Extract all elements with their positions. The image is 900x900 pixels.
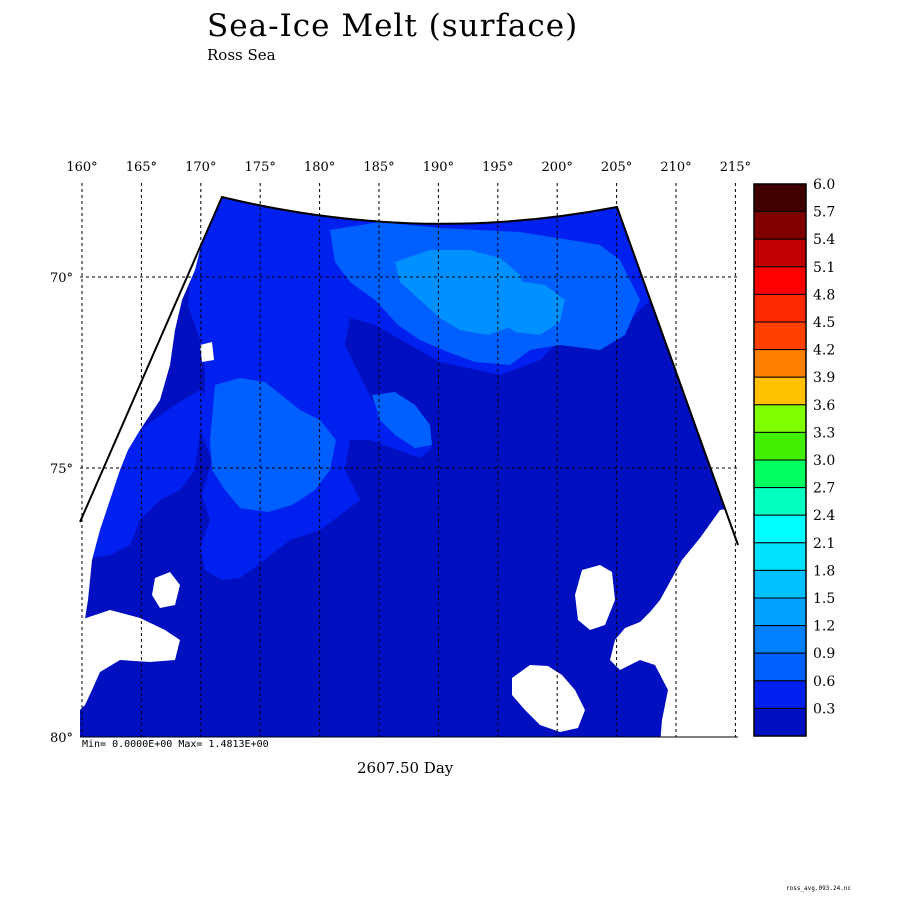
colorbar-frame xyxy=(753,183,807,737)
colorbar-tick-label: 5.1 xyxy=(813,260,835,276)
colorbar-swatch xyxy=(753,597,807,627)
colorbar-tick-label: 1.8 xyxy=(813,563,835,579)
colorbar-swatch xyxy=(753,542,807,571)
colorbar-swatch xyxy=(753,625,807,654)
colorbar-swatch xyxy=(753,266,807,295)
colorbar-tick-label: 3.9 xyxy=(813,370,835,386)
colorbar-tick-label: 0.3 xyxy=(813,701,835,717)
colorbar-swatch xyxy=(753,652,807,682)
colorbar-tick-label: 1.2 xyxy=(813,619,835,635)
file-name: ross_avg.093.24.nc xyxy=(786,885,852,892)
colorbar-tick-label: 3.6 xyxy=(813,398,835,414)
colorbar-swatch xyxy=(753,293,807,323)
colorbar-tick-label: 0.9 xyxy=(813,646,835,662)
colorbar-tick-label: 5.4 xyxy=(813,232,835,248)
colorbar-tick-label: 2.7 xyxy=(813,481,835,497)
longitude-label: 180° xyxy=(304,160,335,175)
colorbar-swatch xyxy=(753,183,807,213)
longitude-label: 170° xyxy=(185,160,216,175)
colorbar-tick-label: 3.0 xyxy=(813,453,835,469)
colorbar-tick-label: 2.4 xyxy=(813,508,835,524)
colorbar-tick-label: 6.0 xyxy=(813,177,835,193)
longitude-label: 215° xyxy=(720,160,751,175)
latitude-label: 70° xyxy=(50,271,73,286)
colorbar: 6.0 5.7 5.4 5.1 4.8 4.5 4.2 3.9 3.6 3.3 3.0 2.7 2.4 2… xyxy=(753,177,835,737)
colorbar-tick-label: 2.1 xyxy=(813,536,835,552)
longitude-gridlines xyxy=(81,183,736,737)
latitude-gridlines xyxy=(80,276,738,469)
land-eastern-island xyxy=(575,565,615,630)
time-label: 2607.50 Day xyxy=(357,759,454,777)
field-level-1-west xyxy=(80,390,210,560)
colorbar-tick-label: 3.3 xyxy=(813,425,835,441)
colorbar-tick-label: 1.5 xyxy=(813,591,835,607)
field-level-2-east xyxy=(372,392,432,448)
longitude-label: 210° xyxy=(660,160,691,175)
longitude-labels: 160° 165° 170° 175° 180° 185° 190° 195° 200° 205°… xyxy=(66,160,751,175)
colorbar-tick-label: 4.8 xyxy=(813,287,835,303)
colorbar-swatch xyxy=(753,211,807,240)
colorbar-swatch xyxy=(753,404,807,433)
colorbar-swatch xyxy=(753,349,807,378)
latitude-label: 80° xyxy=(50,731,73,746)
colorbar-tick-label: 4.2 xyxy=(813,343,835,359)
map-boundary xyxy=(79,195,739,546)
land-sw-notch xyxy=(152,572,180,608)
field-level-3-b xyxy=(470,280,565,335)
colorbar-swatch xyxy=(753,376,807,406)
longitude-label: 165° xyxy=(126,160,157,175)
latitude-labels: 70° 75° 80° xyxy=(50,271,73,746)
colorbar-tick-label: 0.6 xyxy=(813,674,835,690)
min-max-readout: Min= 0.0000E+00 Max= 1.4813E+00 xyxy=(82,739,269,750)
longitude-label: 160° xyxy=(66,160,97,175)
sea-ice-field xyxy=(80,197,738,737)
longitude-label: 200° xyxy=(542,160,573,175)
chart-title: Sea-Ice Melt (surface) xyxy=(207,8,579,44)
colorbar-swatch xyxy=(753,569,807,599)
longitude-label: 185° xyxy=(363,160,394,175)
land-western-bay xyxy=(80,610,180,710)
colorbar-swatch xyxy=(753,431,807,461)
colorbar-swatch xyxy=(753,707,807,737)
land-roosevelt-island xyxy=(512,665,585,732)
field-level-2-mid xyxy=(210,378,336,512)
colorbar-tick-label: 5.7 xyxy=(813,205,835,221)
colorbar-swatch xyxy=(753,459,807,489)
land-west-small xyxy=(200,342,214,362)
colorbar-swatch xyxy=(753,680,807,709)
colorbar-swatch xyxy=(753,487,807,516)
longitude-label: 190° xyxy=(423,160,454,175)
colorbar-swatch xyxy=(753,238,807,268)
colorbar-swatch xyxy=(753,321,807,351)
latitude-label: 75° xyxy=(50,462,73,477)
chart-subtitle: Ross Sea xyxy=(207,46,276,64)
colorbar-swatch xyxy=(753,514,807,544)
land-marie-byrd-coast xyxy=(610,505,738,737)
colorbar-tick-label: 4.5 xyxy=(813,315,835,331)
longitude-label: 195° xyxy=(482,160,513,175)
longitude-label: 205° xyxy=(601,160,632,175)
longitude-label: 175° xyxy=(245,160,276,175)
